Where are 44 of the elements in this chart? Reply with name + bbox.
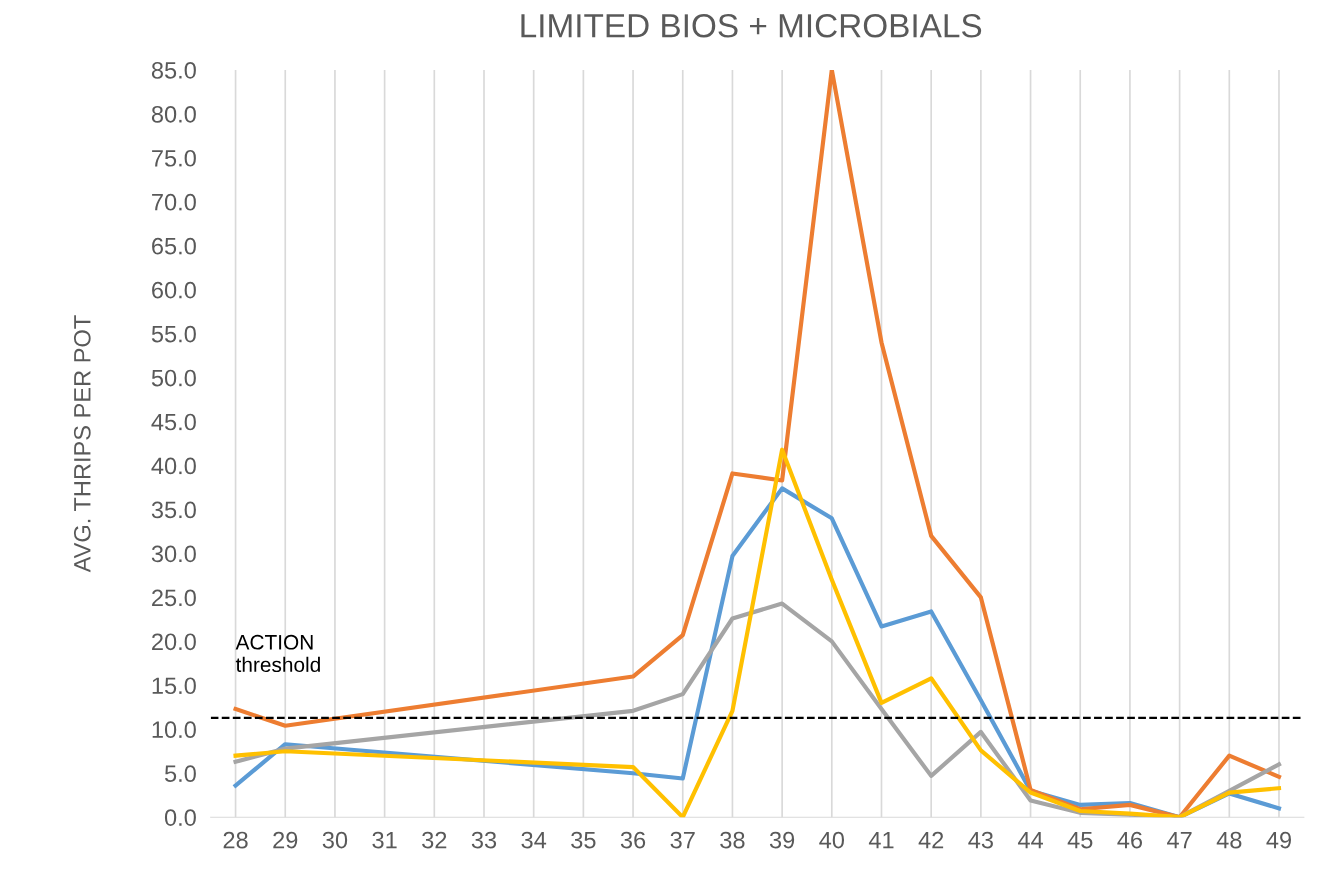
x-tick-label: 28 bbox=[223, 831, 248, 849]
y-tick-label: 45.0 bbox=[151, 413, 196, 431]
x-tick-label: 40 bbox=[819, 831, 845, 849]
y-tick-label: 20.0 bbox=[152, 633, 196, 651]
y-tick-label: 50.0 bbox=[151, 369, 196, 387]
x-tick-label: 34 bbox=[521, 831, 547, 849]
y-tick-label: 0.0 bbox=[164, 809, 196, 826]
x-tick-label: 39 bbox=[769, 831, 795, 849]
y-tick-label: 15.0 bbox=[152, 677, 196, 695]
y-tick-label: 25.0 bbox=[152, 589, 196, 607]
y-tick-label: 40.0 bbox=[151, 457, 196, 475]
y-tick-label: 60.0 bbox=[152, 281, 196, 299]
y-tick-label: 5.0 bbox=[164, 765, 196, 783]
y-tick-label: 85.0 bbox=[151, 61, 196, 79]
x-tick-label: 35 bbox=[571, 831, 596, 849]
line-series bbox=[233, 69, 1282, 818]
x-tick-label: 45 bbox=[1067, 831, 1093, 849]
y-tick-label: 55.0 bbox=[151, 325, 196, 343]
x-tick-label: 47 bbox=[1167, 831, 1192, 849]
x-tick-label: 30 bbox=[322, 831, 348, 849]
y-tick-label: 75.0 bbox=[152, 149, 196, 167]
x-tick-label: 32 bbox=[422, 831, 447, 849]
x-tick-label: 43 bbox=[968, 831, 993, 849]
x-tick-label: 33 bbox=[471, 831, 497, 849]
x-tick-label: 49 bbox=[1266, 831, 1291, 849]
x-tick-label: 46 bbox=[1117, 831, 1143, 849]
y-tick-label: 65.0 bbox=[152, 237, 196, 255]
x-tick-label: 36 bbox=[620, 831, 646, 849]
x-tick-label: 42 bbox=[918, 831, 944, 849]
y-tick-label: 70.0 bbox=[152, 193, 196, 211]
y-tick-label: 80.0 bbox=[151, 105, 196, 123]
x-tick-label: 37 bbox=[670, 831, 695, 849]
x-tick-label: 31 bbox=[372, 831, 397, 849]
x-tick-label: 48 bbox=[1216, 831, 1242, 849]
ref-line-label: ACTION threshold bbox=[235, 634, 320, 673]
y-tick-label: 30.0 bbox=[151, 545, 196, 563]
x-tick-label: 41 bbox=[868, 831, 894, 849]
y-axis-title: AVG. THRIPS PER POT bbox=[73, 315, 91, 573]
y-tick-label: 10.0 bbox=[152, 721, 196, 739]
x-tick-label: 44 bbox=[1017, 831, 1043, 849]
y-tick-label: 35.0 bbox=[151, 501, 196, 519]
x-tick-label: 38 bbox=[720, 831, 745, 849]
x-tick-label: 29 bbox=[273, 831, 298, 849]
chart-title: LIMITED BIOS + MICROBIALS bbox=[521, 13, 982, 38]
